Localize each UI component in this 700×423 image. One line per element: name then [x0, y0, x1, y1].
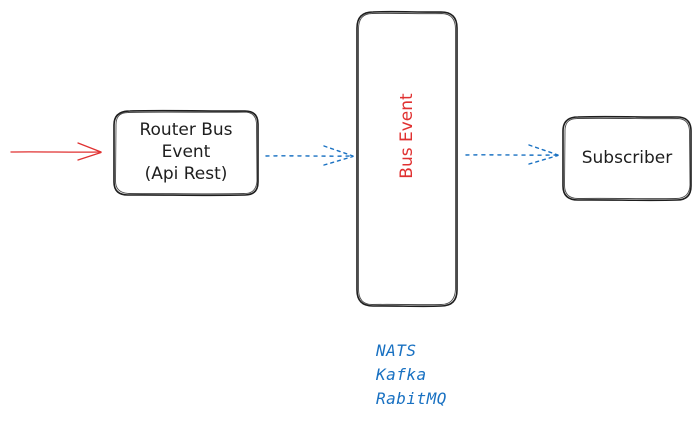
- router-label-line-2: Event: [161, 142, 211, 162]
- router-node-label: Router Bus Event (Api Rest): [114, 119, 258, 185]
- arrow-bus-to-subscriber: [465, 144, 559, 165]
- router-label-line-3: (Api Rest): [144, 164, 228, 184]
- incoming-arrow-head-upper: [77, 142, 102, 153]
- technology-list: NATS Kafka RabitMQ: [376, 339, 447, 411]
- router-box-outline-sketch: [115, 111, 258, 195]
- subscriber-node-label: Subscriber: [581, 148, 673, 168]
- technology-item: NATS: [376, 341, 417, 360]
- subscriber-box-outline: [562, 115, 692, 202]
- subscriber-box: [562, 115, 692, 202]
- arrow-bus-to-subscriber-head-upper: [528, 144, 559, 156]
- incoming-arrow: [10, 142, 102, 161]
- bus-box-outline-sketch: [357, 12, 457, 306]
- bus-box-outline: [356, 10, 458, 308]
- arrow-router-to-bus-head-upper: [323, 145, 354, 157]
- incoming-arrow-head-lower: [77, 151, 102, 161]
- arrow-bus-to-subscriber-head-lower: [528, 154, 559, 165]
- arrow-router-to-bus-head-lower: [323, 155, 354, 166]
- router-box-outline: [113, 109, 259, 197]
- subscriber-box-outline-sketch: [564, 117, 691, 200]
- router-box: [113, 109, 259, 197]
- arrow-router-to-bus: [265, 145, 354, 166]
- bus-label-text: Bus Event: [397, 93, 417, 179]
- bus-box: [356, 10, 458, 308]
- technology-item: Kafka: [376, 365, 427, 384]
- technology-item: RabitMQ: [376, 389, 447, 408]
- router-label-line-1: Router Bus: [139, 120, 233, 140]
